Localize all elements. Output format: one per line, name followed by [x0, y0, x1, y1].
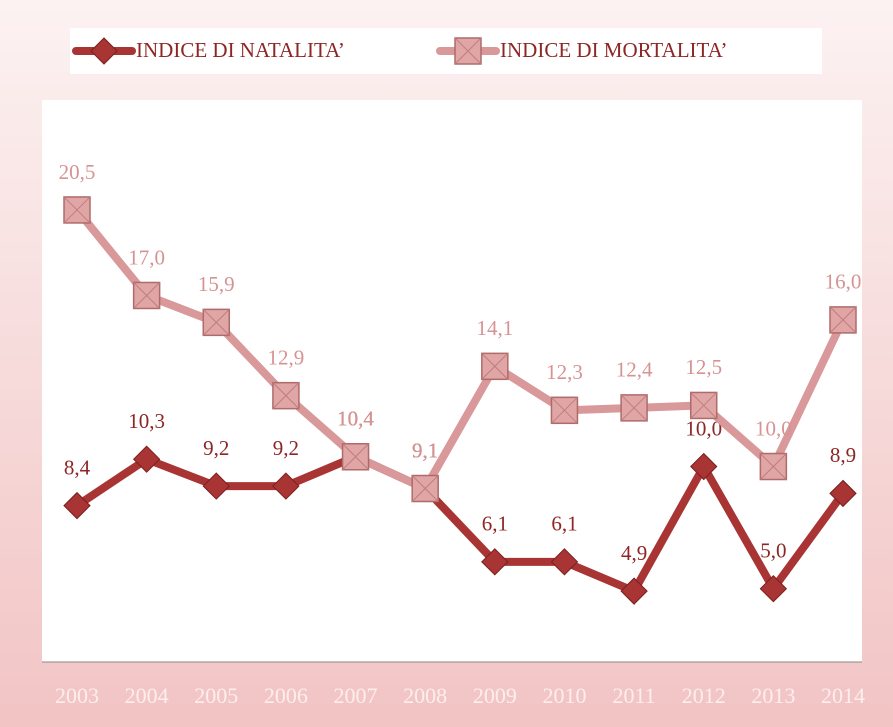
- x-tick-label: 2013: [751, 683, 795, 708]
- x-tick-label: 2012: [682, 683, 726, 708]
- data-label: 12,4: [616, 358, 653, 382]
- plot-area: [42, 100, 862, 662]
- data-label: 15,9: [198, 272, 235, 296]
- data-label: 12,9: [268, 345, 305, 369]
- marker-bevel: [202, 309, 230, 336]
- x-tick-label: 2010: [542, 683, 586, 708]
- marker-bevel: [63, 196, 91, 224]
- data-label: 8,9: [830, 443, 856, 467]
- data-label: 9,1: [412, 438, 438, 462]
- marker-bevel: [829, 306, 857, 334]
- marker-bevel: [620, 394, 648, 422]
- diamond-marker: [550, 548, 579, 576]
- x-tick-label: 2006: [264, 683, 308, 708]
- diamond-marker: [481, 548, 509, 576]
- diamond-marker: [202, 472, 230, 500]
- diamond-marker: [620, 577, 648, 605]
- data-label: 16,0: [825, 270, 862, 294]
- data-label: 9,1: [412, 438, 438, 462]
- data-label: 12,3: [546, 360, 583, 384]
- diamond-marker: [90, 37, 118, 65]
- series-line: [74, 452, 847, 596]
- diamond-marker: [829, 479, 857, 508]
- marker-bevel: [551, 396, 578, 424]
- marker-bevel: [481, 352, 509, 380]
- data-label: 8,4: [64, 455, 91, 479]
- data-label: 4,9: [621, 541, 647, 565]
- diamond-marker: [63, 491, 91, 520]
- marker-bevel: [760, 453, 787, 480]
- data-label: 6,1: [551, 512, 577, 536]
- x-tick-label: 2005: [194, 683, 238, 708]
- diamond-marker: [759, 574, 788, 603]
- data-label: 9,2: [203, 436, 229, 460]
- marker-bevel: [411, 475, 439, 502]
- data-label: 10,4: [337, 407, 374, 431]
- marker-bevel: [454, 37, 482, 65]
- data-label: 10,0: [755, 416, 792, 440]
- x-tick-label: 2008: [403, 683, 447, 708]
- x-tick-label: 2011: [612, 683, 655, 708]
- data-label: 17,0: [128, 245, 165, 269]
- x-tick-label: 2007: [334, 683, 378, 708]
- data-label: 20,5: [59, 160, 96, 184]
- diamond-marker: [272, 472, 300, 500]
- data-label: 6,1: [482, 512, 508, 536]
- legend-label: INDICE DI NATALITA’: [136, 38, 345, 62]
- data-label: 14,1: [476, 316, 513, 340]
- marker-bevel: [272, 382, 300, 410]
- data-label: 9,2: [273, 436, 299, 460]
- data-label: 5,0: [760, 539, 786, 563]
- marker-bevel: [133, 282, 160, 309]
- data-label: 10,3: [128, 409, 165, 433]
- data-label: 12,5: [685, 355, 722, 379]
- x-tick-label: 2009: [473, 683, 517, 708]
- marker-bevel: [342, 443, 369, 471]
- diamond-marker: [132, 445, 161, 473]
- x-tick-label: 2003: [55, 683, 99, 708]
- data-label: 10,4: [337, 407, 374, 431]
- marker-bevel: [690, 392, 718, 419]
- diamond-marker: [690, 452, 718, 481]
- x-tick-label: 2004: [125, 683, 169, 708]
- x-tick-label: 2014: [821, 683, 865, 708]
- legend-label: INDICE DI MORTALITA’: [500, 38, 728, 62]
